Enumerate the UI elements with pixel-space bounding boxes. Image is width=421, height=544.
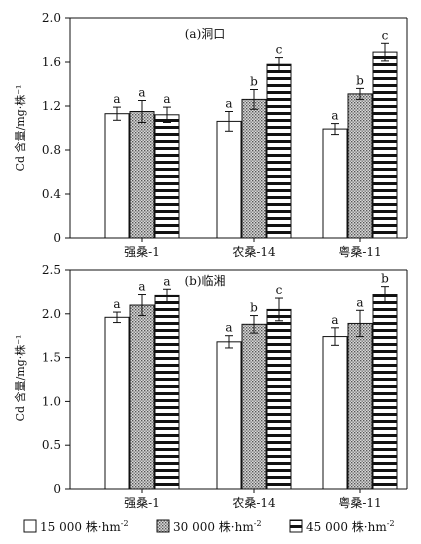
bar-series-45000: [266, 63, 292, 239]
bar-series-45000: [372, 51, 398, 239]
significance-letter: c: [382, 28, 389, 42]
y-tick-label: 1.0: [42, 394, 61, 408]
y-tick-label: 1.6: [42, 55, 61, 69]
bar-series-15000: [322, 336, 348, 490]
legend-swatch-white: [23, 519, 37, 533]
significance-letter: a: [163, 92, 170, 106]
y-tick-label: 2.5: [42, 263, 61, 277]
legend-swatch-dots: [156, 519, 170, 533]
bar-series-45000: [266, 308, 292, 490]
significance-letter: c: [276, 43, 283, 57]
significance-letter: a: [331, 313, 338, 327]
bar-series-15000: [104, 113, 130, 239]
significance-letter: a: [331, 109, 338, 123]
significance-letter: a: [138, 86, 145, 100]
bar-series-45000: [154, 294, 180, 490]
x-tick-label: 强桑-1: [124, 245, 160, 259]
significance-letter: b: [250, 75, 258, 89]
y-tick-label: 0.4: [42, 187, 61, 201]
bar-series-45000: [154, 114, 180, 239]
bar-series-30000: [241, 98, 267, 239]
x-tick-label: 农桑-14: [232, 245, 276, 259]
y-tick-label: 2.0: [42, 11, 61, 25]
y-tick-label: 1.5: [42, 351, 61, 365]
legend: 15 000 株·hm-2 30 000 株·hm-2 45 000 株·hm-…: [23, 519, 395, 534]
y-tick-label: 0: [53, 231, 61, 245]
legend-item-15000: 15 000 株·hm-2: [23, 519, 129, 534]
x-tick-label: 粤桑-11: [338, 495, 381, 510]
bar-series-30000: [129, 304, 155, 490]
bar-series-30000: [347, 322, 373, 490]
bar-series-15000: [216, 341, 242, 490]
y-tick-label: 1.2: [42, 99, 61, 113]
significance-letter: a: [138, 280, 145, 294]
bar-series-15000: [216, 120, 242, 239]
panel-title: (a)洞口: [185, 27, 226, 41]
y-axis-label: Cd 含量/mg·株⁻¹: [13, 335, 27, 422]
x-tick-label: 农桑-14: [232, 496, 276, 510]
legend-swatch-stripes: [289, 519, 303, 533]
significance-letter: a: [356, 295, 363, 309]
y-tick-label: 2.0: [42, 307, 61, 321]
significance-letter: c: [276, 283, 283, 297]
legend-label: 30 000 株·hm-2: [173, 519, 262, 534]
panel-title: (b)临湘: [184, 273, 225, 288]
bar-series-45000: [372, 294, 398, 490]
bar-series-30000: [347, 93, 373, 239]
bar-series-30000: [129, 111, 155, 239]
significance-letter: b: [356, 73, 364, 87]
bar-series-30000: [241, 323, 267, 490]
chart-panel-linxiang: (b)临湘 Cd 含量/mg·株⁻¹ 0 0.5 1.0 1.5 2.0 2.5 a a a a…: [13, 263, 408, 510]
y-axis-label: Cd 含量/mg·株⁻¹: [13, 85, 27, 172]
significance-letter: a: [113, 92, 120, 106]
significance-letter: a: [163, 274, 170, 288]
legend-label: 15 000 株·hm-2: [40, 519, 129, 534]
x-tick-label: 粤桑-11: [338, 244, 381, 259]
y-tick-label: 0.5: [42, 438, 61, 452]
bar-series-15000: [104, 316, 130, 490]
legend-item-45000: 45 000 株·hm-2: [289, 519, 395, 534]
chart-panel-dongkou: (a)洞口 Cd 含量/mg·株⁻¹ 0 0.4 0.8 1.2 1.6 2.0 a a a a…: [13, 11, 408, 259]
legend-label: 45 000 株·hm-2: [306, 519, 395, 534]
significance-letter: a: [225, 97, 232, 111]
significance-letter: b: [250, 301, 258, 315]
bar-series-15000: [322, 128, 348, 239]
legend-item-30000: 30 000 株·hm-2: [156, 519, 262, 534]
y-tick-label: 0: [53, 482, 61, 496]
significance-letter: b: [381, 272, 389, 286]
x-tick-label: 强桑-1: [124, 496, 160, 510]
significance-letter: a: [113, 297, 120, 311]
y-tick-label: 0.8: [42, 143, 61, 157]
significance-letter: a: [225, 321, 232, 335]
